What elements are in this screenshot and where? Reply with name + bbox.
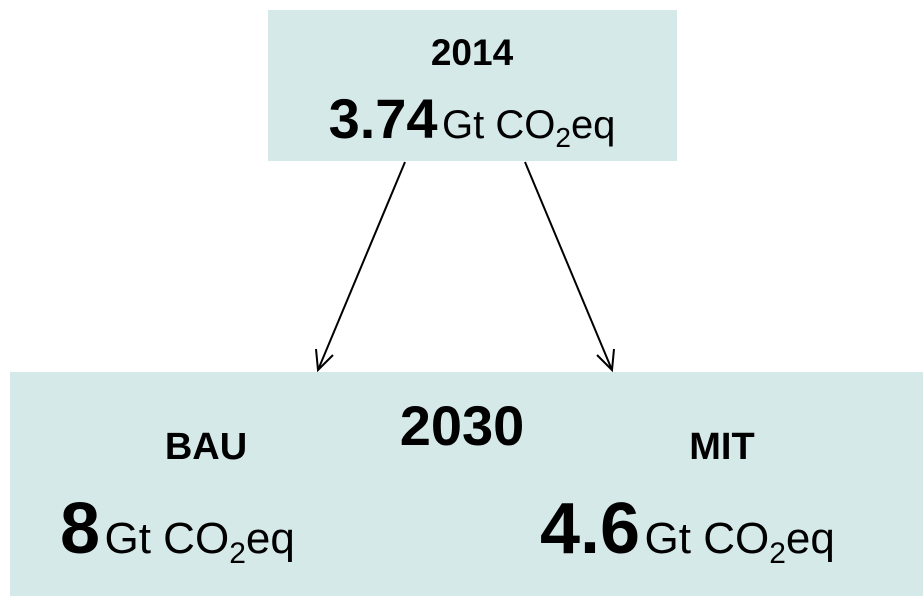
value-line: 3.74 Gt CO2eq	[329, 87, 616, 153]
unit-subscript: 2	[555, 122, 571, 153]
value-line: 8 Gt CO2eq	[60, 489, 295, 570]
box-2014	[268, 10, 677, 161]
value: 4.6	[540, 489, 640, 569]
arrow-bau	[317, 161, 406, 371]
unit-suffix: eq	[571, 103, 616, 147]
unit-suffix: eq	[786, 514, 835, 563]
arrowhead	[596, 348, 615, 373]
unit: Gt CO	[645, 514, 770, 563]
year-label: 2030	[400, 394, 525, 457]
unit-suffix: eq	[246, 514, 295, 563]
value: 3.74	[329, 87, 438, 150]
box-2030	[10, 372, 923, 596]
arrows	[315, 161, 615, 373]
year-label: 2014	[431, 32, 514, 73]
unit: Gt CO	[442, 103, 555, 147]
value-line: 4.6 Gt CO2eq	[540, 489, 835, 570]
unit-subscript: 2	[229, 537, 246, 570]
unit-subscript: 2	[769, 537, 786, 570]
value: 8	[60, 489, 100, 569]
arrowhead	[315, 348, 334, 373]
unit: Gt CO	[105, 514, 230, 563]
arrow-mit	[524, 161, 613, 371]
scenario-label: MIT	[689, 426, 754, 468]
scenario-label: BAU	[165, 426, 247, 468]
